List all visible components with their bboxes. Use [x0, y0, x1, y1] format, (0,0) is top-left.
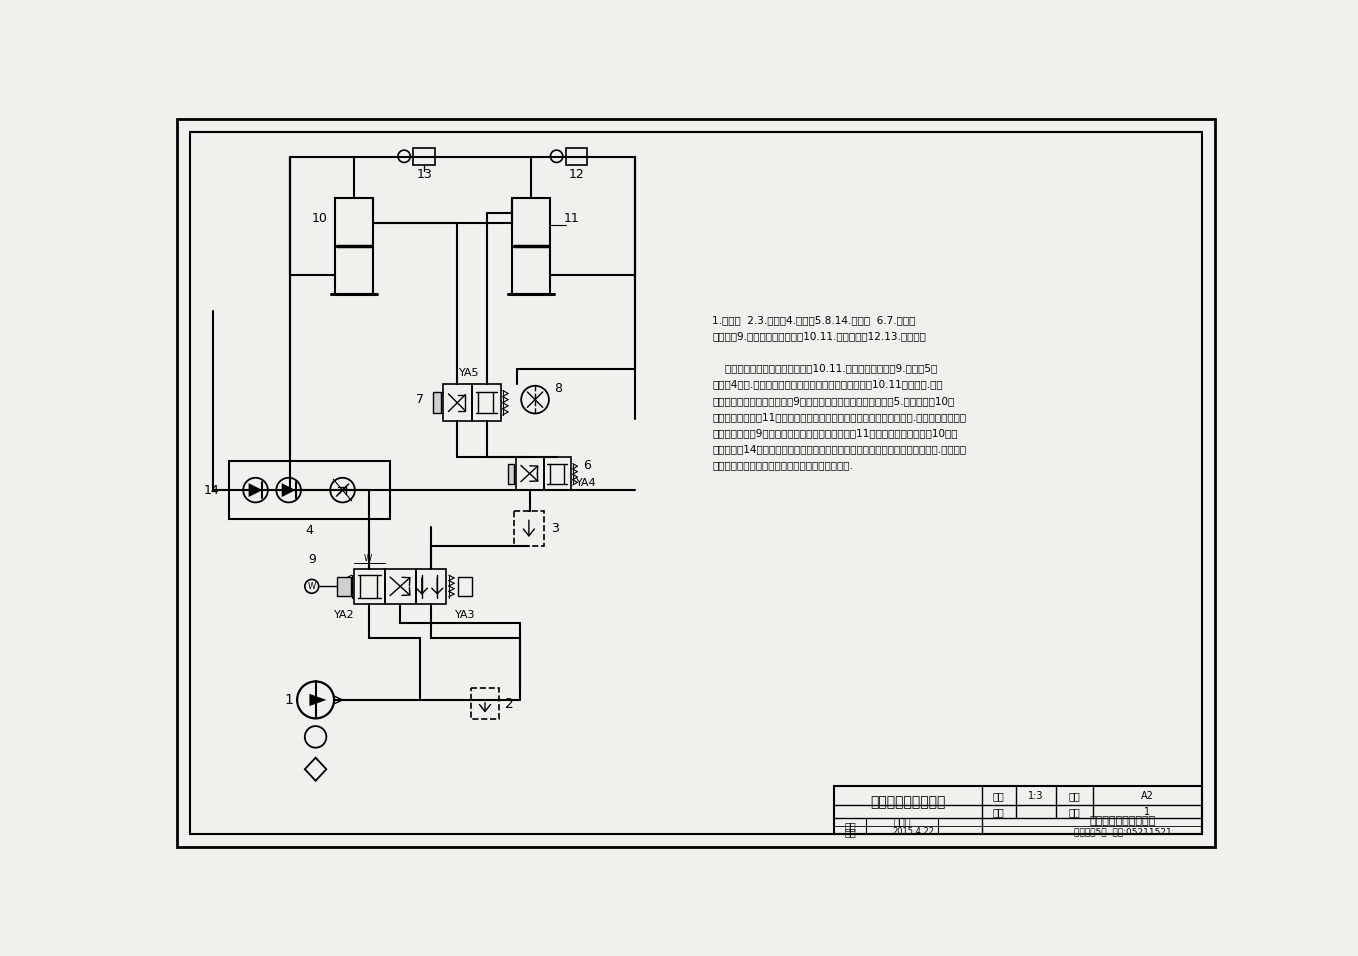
Text: 3: 3 — [551, 522, 559, 535]
Bar — [566, 148, 588, 164]
Bar — [416, 569, 447, 603]
Text: 2015.4.22: 2015.4.22 — [892, 827, 934, 836]
Text: 8: 8 — [554, 381, 562, 395]
Text: 9: 9 — [308, 554, 315, 566]
Bar — [471, 688, 498, 719]
Text: YA4: YA4 — [576, 478, 598, 488]
Text: YA5: YA5 — [459, 368, 479, 379]
Bar — [543, 457, 572, 489]
Bar — [384, 569, 416, 603]
Text: YA3: YA3 — [455, 610, 475, 620]
Text: 腔推单向阀14及三位四通换向阀两推液流回油路，升降台靠汽车自身的重量下降.左右液压: 腔推单向阀14及三位四通换向阀两推液流回油路，升降台靠汽车自身的重量下降.左右液… — [712, 445, 967, 454]
Text: W: W — [308, 582, 316, 591]
Text: 中国地质大学长城学院: 中国地质大学长城学院 — [1089, 816, 1156, 826]
Text: 4: 4 — [306, 524, 314, 537]
Bar — [515, 511, 543, 546]
Bar — [433, 392, 441, 414]
Text: W: W — [364, 554, 372, 563]
Bar — [834, 786, 1202, 834]
Text: YA2: YA2 — [334, 610, 354, 620]
Bar — [516, 457, 543, 489]
Text: 降台上升时，三位四通换向阀9左位工作，液压油依次通过单向阀5.单杆液压缸10无: 降台上升时，三位四通换向阀9左位工作，液压油依次通过单向阀5.单杆液压缸10无 — [712, 396, 955, 405]
Text: 1:3: 1:3 — [1028, 791, 1043, 801]
Bar — [413, 148, 435, 164]
Polygon shape — [249, 483, 262, 497]
Bar — [508, 464, 515, 484]
Bar — [473, 384, 501, 422]
Text: 杆腔及单杆液压缸11的有杆腔推单流液回油路，实现工作台的升降功能.当工作台下降时，: 杆腔及单杆液压缸11的有杆腔推单流液回油路，实现工作台的升降功能.当工作台下降时… — [712, 412, 967, 422]
Text: 2: 2 — [505, 697, 515, 710]
Bar — [512, 198, 550, 294]
Text: 1: 1 — [284, 693, 293, 706]
Text: 机械工程5班  学号:05211521: 机械工程5班 学号:05211521 — [1074, 827, 1172, 836]
Text: 制图: 制图 — [845, 821, 856, 831]
Text: 14: 14 — [204, 484, 220, 496]
Text: 6: 6 — [583, 459, 591, 472]
Bar — [335, 198, 373, 294]
Text: 12: 12 — [569, 167, 584, 181]
Text: 通电磁阀9.手动三位四通换向阀10.11.单杆液压缸12.13.位置开关: 通电磁阀9.手动三位四通换向阀10.11.单杆液压缸12.13.位置开关 — [712, 331, 926, 341]
Text: 比例: 比例 — [993, 791, 1005, 801]
Bar — [458, 576, 473, 596]
Text: A2: A2 — [1141, 791, 1154, 801]
Text: 7: 7 — [416, 393, 424, 406]
Text: 审核: 审核 — [845, 827, 856, 837]
Text: 1.液压泵  2.3.溢流阀4.调速阀5.8.14.单向阀  6.7.两位三: 1.液压泵 2.3.溢流阀4.调速阀5.8.14.单向阀 6.7.两位三 — [712, 315, 915, 325]
Text: 缸采用串联的形式，升降台能够保证左右同降平衡.: 缸采用串联的形式，升降台能够保证左右同降平衡. — [712, 461, 853, 470]
Text: 升降台的液压回路着单杆液压缸10.11.手动三位四换向阀9.单向阀5及: 升降台的液压回路着单杆液压缸10.11.手动三位四换向阀9.单向阀5及 — [712, 363, 937, 374]
Text: 三位四通换向阀9右位工作，液压油依次单杆液压缸11的无杆腔，单杆液压缸10有杆: 三位四通换向阀9右位工作，液压油依次单杆液压缸11的无杆腔，单杆液压缸10有杆 — [712, 428, 957, 438]
Text: 10: 10 — [311, 212, 327, 226]
Bar — [443, 384, 473, 422]
Polygon shape — [281, 483, 296, 497]
Text: 图号: 图号 — [1069, 791, 1080, 801]
Text: 戴玉霜: 戴玉霜 — [894, 816, 911, 826]
Text: 材料: 材料 — [993, 807, 1005, 816]
Text: 11: 11 — [564, 212, 580, 226]
Text: 调速阀4组成.为了保证左右液压缸的同步性，单杆液压缸10.11进行串联.当升: 调速阀4组成.为了保证左右液压缸的同步性，单杆液压缸10.11进行串联.当升 — [712, 380, 942, 390]
Text: 13: 13 — [417, 167, 432, 181]
Text: 1: 1 — [1145, 807, 1150, 816]
Bar — [228, 461, 390, 519]
Bar — [337, 576, 350, 596]
Text: 数量: 数量 — [1069, 807, 1080, 816]
Bar — [354, 569, 384, 603]
Text: 液压系统工作原理图: 液压系统工作原理图 — [870, 795, 945, 809]
Polygon shape — [310, 694, 326, 706]
